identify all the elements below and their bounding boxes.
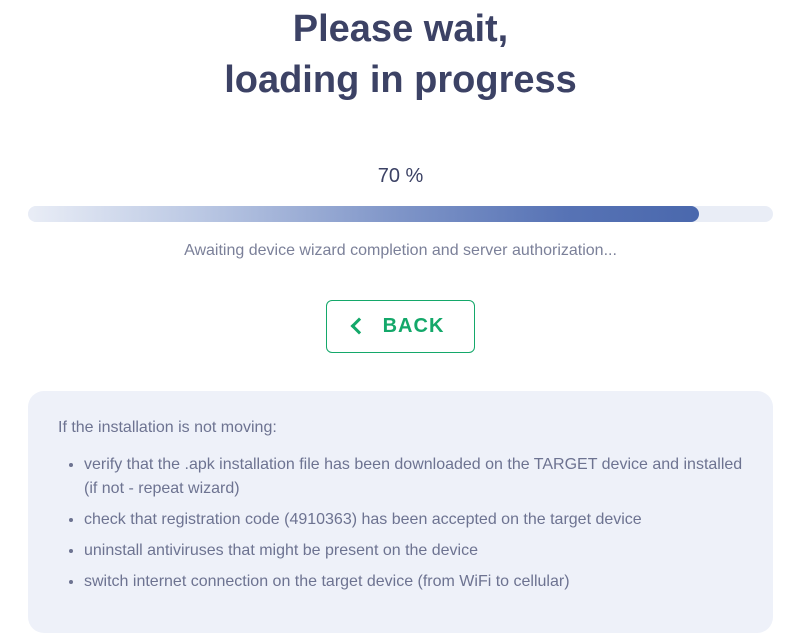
- help-panel: If the installation is not moving: verif…: [28, 391, 773, 633]
- status-text: Awaiting device wizard completion and se…: [28, 242, 773, 260]
- list-item: verify that the .apk installation file h…: [84, 453, 743, 503]
- page-title: Please wait, loading in progress: [28, 0, 773, 107]
- back-button[interactable]: BACK: [326, 300, 476, 353]
- list-item: switch internet connection on the target…: [84, 570, 743, 595]
- title-line-2: loading in progress: [224, 59, 577, 101]
- progress-bar-fill: [28, 206, 699, 222]
- chevron-left-icon: [350, 318, 367, 335]
- loading-screen: Please wait, loading in progress 70 % Aw…: [0, 0, 801, 633]
- help-list: verify that the .apk installation file h…: [58, 453, 743, 595]
- list-item: check that registration code (4910363) h…: [84, 508, 743, 533]
- progress-bar-track: [28, 206, 773, 222]
- title-line-1: Please wait,: [293, 8, 508, 50]
- list-item: uninstall antiviruses that might be pres…: [84, 539, 743, 564]
- back-row: BACK: [28, 300, 773, 353]
- progress-percent-label: 70 %: [28, 165, 773, 188]
- back-button-label: BACK: [383, 315, 445, 338]
- help-heading: If the installation is not moving:: [58, 419, 743, 437]
